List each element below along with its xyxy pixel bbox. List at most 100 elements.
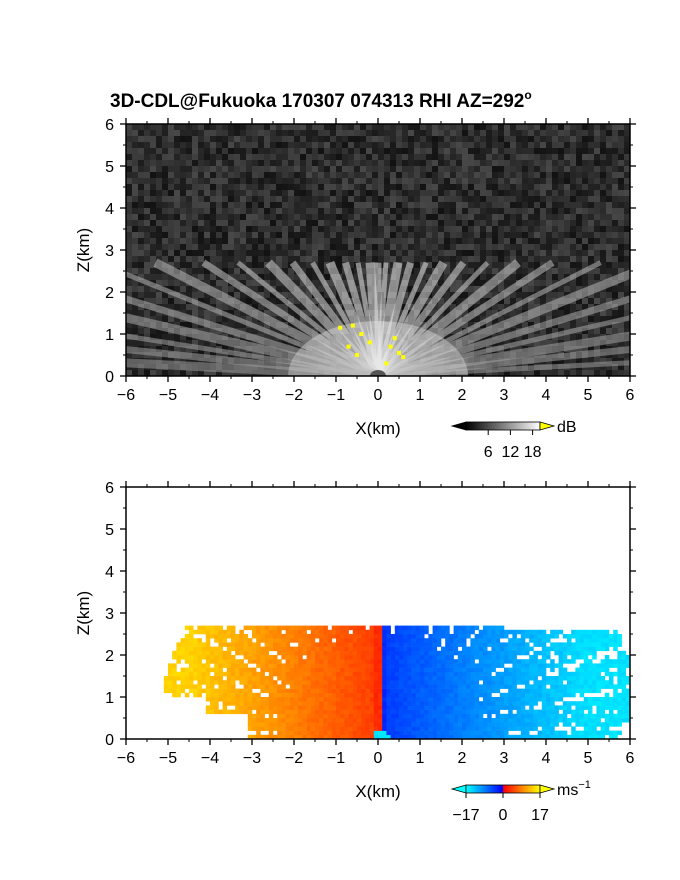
velocity-cell [403, 697, 408, 702]
velocity-cell [554, 692, 559, 698]
velocity-cell [462, 680, 467, 685]
velocity-cell [201, 676, 207, 681]
velocity-cell [478, 705, 484, 710]
velocity-cell [491, 709, 496, 715]
reflectivity-noise-cell [240, 184, 246, 190]
velocity-cell [415, 697, 421, 702]
velocity-cell [533, 722, 538, 727]
velocity-cell [453, 734, 459, 739]
velocity-cell [407, 697, 412, 702]
reflectivity-noise-cell [378, 244, 384, 250]
reflectivity-noise-cell [258, 292, 264, 298]
reflectivity-noise-cell [606, 208, 612, 214]
reflectivity-noise-cell [222, 154, 228, 160]
reflectivity-noise-cell [144, 298, 150, 304]
reflectivity-noise-cell [408, 154, 414, 160]
velocity-cell [428, 730, 433, 736]
velocity-cell [520, 718, 526, 723]
reflectivity-noise-cell [456, 142, 462, 148]
velocity-cell [327, 734, 333, 739]
reflectivity-noise-cell [582, 160, 588, 166]
velocity-cell [436, 734, 442, 739]
reflectivity-noise-cell [306, 124, 312, 130]
velocity-cell [222, 684, 228, 689]
reflectivity-noise-cell [474, 136, 480, 142]
reflectivity-noise-cell [492, 262, 498, 268]
reflectivity-noise-cell [474, 202, 480, 208]
velocity-cell [348, 722, 354, 727]
velocity-cell [428, 692, 433, 698]
reflectivity-noise-cell [252, 190, 258, 196]
reflectivity-noise-cell [570, 358, 576, 364]
reflectivity-noise-cell [432, 250, 438, 256]
reflectivity-noise-cell [186, 196, 192, 202]
velocity-cell [474, 688, 480, 694]
reflectivity-noise-cell [300, 256, 306, 262]
velocity-cell [298, 730, 303, 736]
reflectivity-noise-cell [282, 340, 288, 346]
velocity-cell [302, 734, 307, 739]
velocity-cell [483, 688, 488, 694]
reflectivity-noise-cell [192, 124, 198, 130]
velocity-cell [466, 705, 471, 710]
reflectivity-noise-cell [210, 202, 216, 208]
reflectivity-noise-cell [486, 268, 492, 274]
reflectivity-noise-cell [132, 136, 138, 142]
velocity-cell [394, 688, 400, 694]
reflectivity-noise-cell [192, 130, 198, 136]
reflectivity-noise-cell [576, 298, 582, 304]
velocity-cell [302, 680, 307, 685]
reflectivity-noise-cell [348, 244, 354, 250]
reflectivity-noise-cell [480, 316, 486, 322]
reflectivity-noise-cell [462, 142, 468, 148]
reflectivity-noise-cell [342, 208, 348, 214]
reflectivity-noise-cell [294, 298, 300, 304]
velocity-cell [617, 692, 622, 698]
reflectivity-noise-cell [570, 202, 576, 208]
reflectivity-noise-cell [234, 220, 240, 226]
reflectivity-noise-cell [450, 154, 456, 160]
velocity-cell [352, 705, 358, 710]
reflectivity-noise-cell [468, 148, 474, 154]
reflectivity-noise-cell [282, 136, 288, 142]
reflectivity-noise-cell [504, 220, 510, 226]
velocity-cell [588, 726, 593, 731]
reflectivity-noise-cell [204, 310, 210, 316]
reflectivity-noise-cell [534, 190, 540, 196]
velocity-cell [415, 718, 421, 723]
reflectivity-noise-cell [156, 220, 162, 226]
reflectivity-noise-cell [222, 184, 228, 190]
reflectivity-noise-cell [210, 124, 216, 130]
velocity-cell [613, 730, 618, 736]
reflectivity-noise-cell [240, 220, 246, 226]
velocity-cell [579, 684, 585, 689]
reflectivity-noise-cell [360, 184, 366, 190]
reflectivity-noise-cell [558, 178, 564, 184]
reflectivity-noise-cell [372, 148, 378, 154]
reflectivity-noise-cell [408, 244, 414, 250]
reflectivity-noise-cell [384, 124, 390, 130]
reflectivity-noise-cell [168, 208, 174, 214]
reflectivity-noise-cell [246, 232, 252, 238]
reflectivity-noise-cell [510, 310, 516, 316]
reflectivity-noise-cell [270, 166, 276, 172]
reflectivity-noise-cell [258, 232, 264, 238]
reflectivity-noise-cell [162, 172, 168, 178]
reflectivity-noise-cell [594, 250, 600, 256]
velocity-cell [436, 722, 442, 727]
velocity-cell [546, 734, 551, 739]
reflectivity-noise-cell [240, 322, 246, 328]
reflectivity-noise-cell [612, 262, 618, 268]
reflectivity-noise-cell [186, 310, 192, 316]
reflectivity-noise-cell [582, 274, 588, 280]
velocity-cell [529, 718, 534, 723]
velocity-cell [625, 705, 630, 710]
reflectivity-noise-cell [426, 226, 432, 232]
reflectivity-noise-cell [534, 214, 540, 220]
reflectivity-noise-cell [420, 274, 426, 280]
velocity-cell [411, 684, 417, 689]
velocity-cell [210, 692, 215, 698]
reflectivity-noise-cell [492, 136, 498, 142]
reflectivity-noise-cell [132, 190, 138, 196]
reflectivity-noise-cell [204, 196, 210, 202]
